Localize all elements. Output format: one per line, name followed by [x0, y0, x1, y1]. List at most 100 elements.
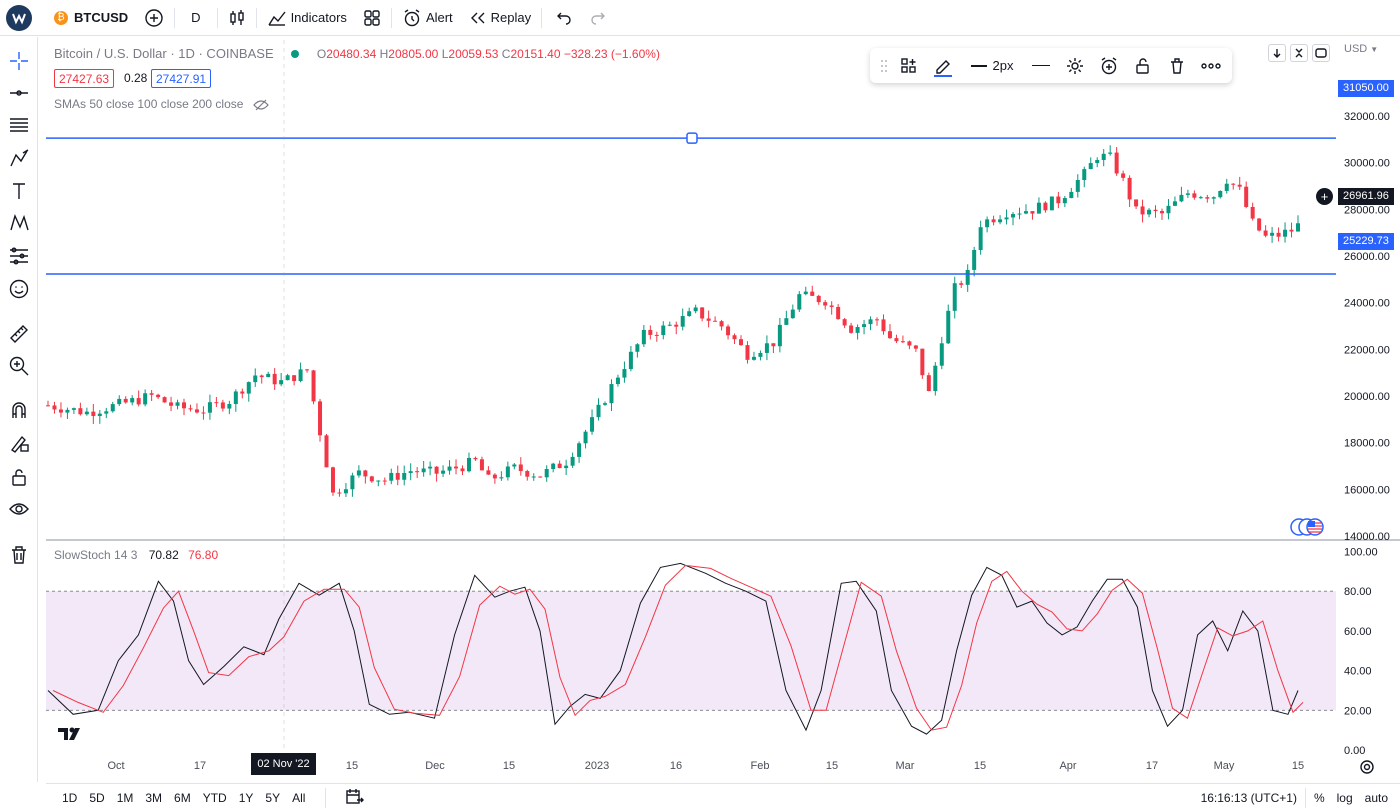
eye-off-icon[interactable] — [252, 99, 269, 111]
redo-button[interactable] — [584, 0, 612, 36]
candle-body — [745, 345, 750, 360]
candle-body — [337, 492, 342, 494]
log-scale-button[interactable]: log — [1331, 791, 1359, 805]
candle-body — [842, 319, 847, 326]
maximize-pane-button[interactable] — [1312, 44, 1330, 62]
range-button-6m[interactable]: 6M — [174, 791, 191, 805]
templates-icon[interactable] — [894, 52, 924, 80]
fib-retracement-icon[interactable] — [8, 114, 30, 136]
chart-type-button[interactable] — [220, 0, 254, 36]
candle-body — [531, 476, 536, 478]
line-color-button[interactable] — [928, 52, 958, 80]
economic-events-icon[interactable] — [1288, 518, 1330, 536]
candle-body — [473, 457, 478, 460]
range-button-3m[interactable]: 3M — [145, 791, 163, 805]
go-to-date-button[interactable] — [340, 788, 370, 808]
currency-button[interactable]: USD ▼ — [1344, 43, 1378, 55]
compare-symbol-button[interactable] — [136, 0, 172, 36]
drag-handle-icon[interactable] — [878, 52, 890, 80]
candle-body — [939, 343, 944, 366]
replay-button[interactable]: Replay — [461, 0, 539, 36]
magnet-icon[interactable] — [8, 399, 30, 421]
lock-icon[interactable] — [8, 466, 30, 488]
collapse-pane-button[interactable] — [1290, 44, 1308, 62]
candle-body — [1289, 229, 1294, 232]
lock-drawing-icon[interactable] — [8, 432, 30, 454]
candle-body — [220, 402, 225, 409]
candle-body — [1185, 193, 1190, 195]
emoji-icon[interactable] — [8, 278, 30, 300]
candle-body — [557, 463, 562, 469]
candle-body — [596, 404, 601, 418]
tradingview-logo[interactable] — [58, 726, 86, 747]
symbol-search[interactable]: ₿ BTCUSD — [46, 0, 136, 36]
prediction-icon[interactable] — [8, 245, 30, 267]
ask-price-button[interactable]: 27427.91 — [151, 69, 212, 88]
eye-icon[interactable] — [8, 498, 30, 520]
crosshair-icon[interactable] — [8, 50, 30, 72]
candle-body — [415, 471, 420, 473]
candle-body — [363, 470, 368, 477]
candle-body — [1172, 201, 1177, 206]
sma-legend[interactable]: SMAs 50 close 100 close 200 close — [54, 97, 269, 111]
ruler-icon[interactable] — [8, 323, 30, 345]
alert-button[interactable]: Alert — [394, 0, 461, 36]
time-tick-label: Dec — [425, 760, 445, 772]
app-logo[interactable] — [6, 4, 32, 31]
range-button-ytd[interactable]: YTD — [202, 791, 227, 805]
stoch-tick: 80.00 — [1344, 586, 1372, 598]
alarm-clock-icon — [404, 8, 420, 26]
candle-body — [240, 391, 245, 394]
unlock-icon — [1136, 57, 1149, 74]
bid-price-button[interactable]: 27427.63 — [54, 69, 115, 88]
scroll-down-button[interactable] — [1268, 44, 1286, 62]
range-button-1d[interactable]: 1D — [62, 791, 78, 805]
add-alert-button[interactable] — [1094, 52, 1124, 80]
range-button-5y[interactable]: 5Y — [265, 791, 281, 805]
line-style-icon — [1032, 65, 1050, 66]
range-button-all[interactable]: All — [292, 791, 306, 805]
rewind-icon — [470, 12, 485, 23]
line-width-button[interactable]: 2px — [962, 52, 1022, 80]
candle-body — [972, 250, 977, 270]
range-button-5d[interactable]: 5D — [89, 791, 105, 805]
range-button-1m[interactable]: 1M — [116, 791, 134, 805]
settings-button[interactable] — [1060, 52, 1090, 80]
candle-body — [253, 375, 258, 383]
templates-button[interactable] — [355, 0, 389, 36]
auto-scale-button[interactable]: auto — [1359, 791, 1394, 805]
add-order-plus-icon[interactable]: + — [1316, 188, 1333, 205]
gear-icon — [1067, 57, 1083, 74]
trash-icon[interactable] — [8, 544, 30, 566]
brush-icon[interactable] — [8, 147, 30, 169]
divider — [255, 7, 257, 28]
interval-button[interactable]: D — [177, 0, 214, 36]
more-button[interactable] — [1196, 52, 1226, 80]
text-tool-icon[interactable] — [8, 180, 30, 202]
candle-body — [1062, 198, 1067, 204]
price-tick: 22000.00 — [1344, 344, 1390, 356]
candle-body — [259, 375, 264, 378]
candle-body — [661, 325, 666, 336]
chart-settings-button[interactable] — [1359, 759, 1375, 780]
price-tick: 30000.00 — [1344, 158, 1390, 170]
time-axis[interactable]: Oct 17 15 Dec 15 2023 16 Feb 15 Mar 15 Apr 17 May 15 — [46, 756, 1336, 778]
price-tick: 26000.00 — [1344, 251, 1390, 263]
remove-drawing-button[interactable] — [1162, 52, 1192, 80]
percent-scale-button[interactable]: % — [1308, 791, 1331, 805]
candle-body — [1049, 196, 1054, 211]
trend-line-icon[interactable] — [8, 82, 30, 104]
candle-body — [1198, 197, 1203, 199]
zoom-in-icon[interactable] — [8, 355, 30, 377]
indicators-button[interactable]: Indicators — [259, 0, 355, 36]
lock-drawing-button[interactable] — [1128, 52, 1158, 80]
stoch-tick: 20.00 — [1344, 705, 1372, 717]
pattern-icon[interactable] — [8, 212, 30, 234]
candle-body — [628, 351, 633, 370]
undo-button[interactable] — [544, 0, 584, 36]
range-button-1y[interactable]: 1Y — [238, 791, 254, 805]
line-style-button[interactable] — [1026, 52, 1056, 80]
timezone-button[interactable]: 16:16:13 (UTC+1) — [1195, 791, 1303, 805]
change-value: −328.23 (−1.60%) — [563, 47, 660, 61]
